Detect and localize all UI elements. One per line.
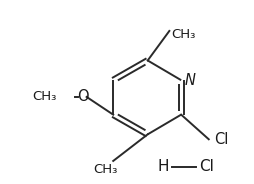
Text: CH₃: CH₃ xyxy=(171,28,196,41)
Text: H: H xyxy=(158,159,169,174)
Text: N: N xyxy=(185,73,196,88)
Text: O: O xyxy=(77,89,88,105)
Text: CH₃: CH₃ xyxy=(33,90,57,103)
Text: CH₃: CH₃ xyxy=(93,163,118,176)
Text: Cl: Cl xyxy=(199,159,214,174)
Text: Cl: Cl xyxy=(214,132,228,147)
